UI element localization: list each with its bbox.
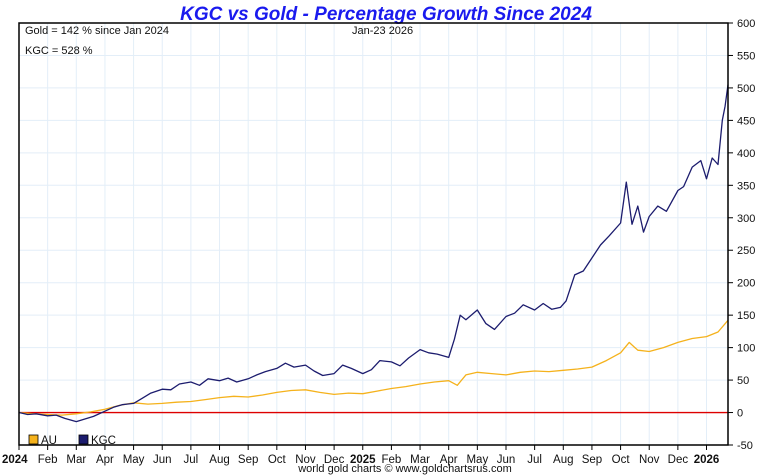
y-tick-label: 350	[737, 180, 755, 192]
series-layer	[18, 84, 729, 423]
y-tick-label: 150	[737, 310, 755, 322]
y-tick-label: 500	[737, 83, 755, 95]
chart-title: KGC vs Gold - Percentage Growth Since 20…	[180, 4, 592, 25]
x-tick-label: Jul	[184, 454, 199, 466]
date-label: Jan-23 2026	[352, 25, 413, 37]
x-tick-label: Aug	[209, 454, 229, 466]
y-tick-label: 400	[737, 148, 755, 160]
x-tick-label: Dec	[668, 454, 689, 466]
x-tick-label: Feb	[381, 454, 401, 466]
x-tick-label: Oct	[612, 454, 631, 466]
x-tick-label: Sep	[582, 454, 602, 466]
kgc-summary-label: KGC = 528 %	[25, 45, 93, 57]
x-tick-label: 2026	[694, 454, 720, 466]
credit-text: world gold charts © www.goldchartsrus.co…	[297, 463, 512, 475]
x-tick-label: Nov	[295, 454, 316, 466]
y-tick-label: 50	[737, 375, 749, 387]
x-tick-label: May	[466, 454, 488, 466]
legend: AU KGC	[28, 434, 116, 447]
x-tick-label: Feb	[38, 454, 58, 466]
y-tick-label: -50	[737, 440, 753, 452]
y-tick-label: 450	[737, 115, 755, 127]
x-tick-label: Dec	[324, 454, 345, 466]
legend-swatch-kgc	[78, 434, 89, 445]
series-line-au	[18, 319, 729, 416]
series-line-kgc	[18, 84, 729, 423]
x-tick-label: Jun	[497, 454, 516, 466]
y-axis: -50 0 50 100 150 200 250 300 350 400 450 500 550 600	[728, 18, 755, 452]
x-tick-label: Sep	[238, 454, 258, 466]
x-tick-label: Mar	[66, 454, 86, 466]
x-tick-label: Aug	[553, 454, 573, 466]
y-tick-label: 300	[737, 213, 755, 225]
legend-label-au: AU	[41, 435, 57, 447]
y-tick-label: 600	[737, 18, 755, 30]
x-tick-label: 2025	[350, 454, 376, 466]
y-tick-label: 100	[737, 343, 755, 355]
y-tick-label: 200	[737, 278, 755, 290]
x-tick-label: Apr	[96, 454, 114, 466]
x-tick-label: 2024	[2, 454, 28, 466]
x-tick-label: Oct	[268, 454, 287, 466]
x-tick-label: Jun	[153, 454, 172, 466]
y-tick-label: 250	[737, 245, 755, 257]
legend-swatch-au	[28, 434, 39, 445]
x-axis: 2024 Feb Mar Apr May Jun Jul Aug Sep Oct Nov Dec 202…	[2, 445, 719, 466]
x-tick-label: Mar	[410, 454, 430, 466]
grid-layer	[19, 23, 728, 445]
x-tick-label: May	[123, 454, 145, 466]
y-tick-label: 0	[737, 408, 743, 420]
x-tick-label: Jul	[527, 454, 542, 466]
plot-frame	[18, 22, 729, 446]
gold-summary-label: Gold = 142 % since Jan 2024	[25, 25, 169, 37]
y-tick-label: 550	[737, 50, 755, 62]
x-tick-label: Nov	[639, 454, 660, 466]
x-tick-label: Apr	[440, 454, 458, 466]
legend-label-kgc: KGC	[91, 435, 116, 447]
